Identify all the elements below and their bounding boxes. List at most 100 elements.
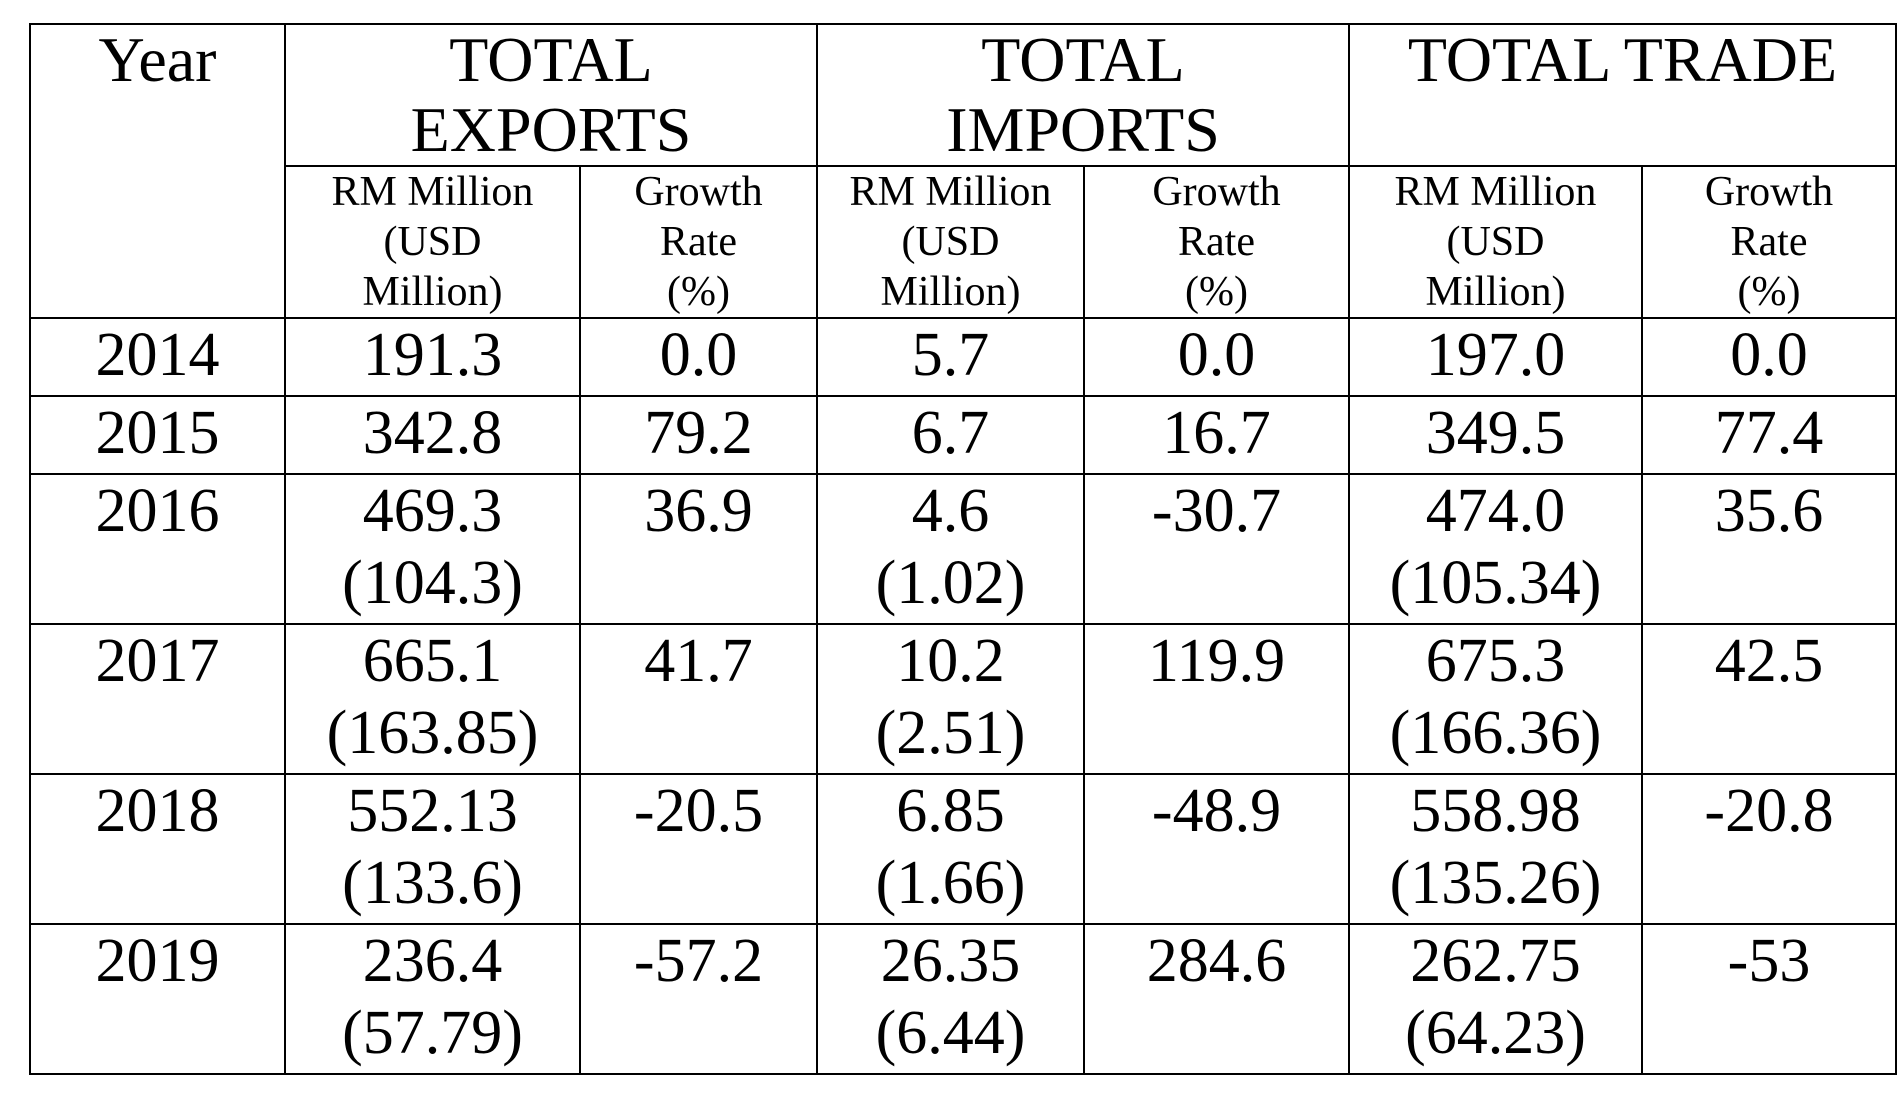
exports-value-cell: 236.4 (57.79) [284, 923, 581, 1075]
trade-value-cell: 675.3 (166.36) [1348, 623, 1643, 775]
usd-value: (1.66) [875, 849, 1026, 917]
trade-growth-cell: -53 [1641, 923, 1897, 1075]
rm-value: 675.3 [1425, 627, 1566, 695]
rm-value: 6.85 [896, 777, 1005, 845]
subheader-line: Rate [1178, 219, 1255, 265]
usd-value: (64.23) [1405, 999, 1586, 1067]
rm-value: 665.1 [362, 627, 503, 695]
exports-group-header: TOTAL EXPORTS [284, 23, 818, 167]
rm-value: 469.3 [362, 477, 503, 545]
trade-value-subheader: RM Million (USD Million) [1348, 165, 1643, 319]
trade-value-cell: 558.98 (135.26) [1348, 773, 1643, 925]
year-cell: 2014 [29, 317, 286, 397]
subheader-line: (%) [1737, 269, 1801, 315]
trade-value-cell: 474.0 (105.34) [1348, 473, 1643, 625]
rm-value: 236.4 [362, 927, 503, 995]
exports-header-line-1: TOTAL [449, 24, 653, 95]
year-cell: 2017 [29, 623, 286, 775]
exports-growth-cell: 0.0 [579, 317, 818, 397]
rm-value: 342.8 [362, 399, 503, 467]
usd-value: (1.02) [875, 549, 1026, 617]
imports-growth-cell: -48.9 [1083, 773, 1350, 925]
subheader-line: (%) [667, 269, 730, 315]
subheader-line: (USD [901, 219, 1000, 265]
exports-growth-cell: 36.9 [579, 473, 818, 625]
trade-table: Year TOTAL EXPORTS TOTAL IMPORTS TOTAL T… [29, 23, 1897, 1075]
subheader-row: RM Million (USD Million) Growth Rate (%)… [30, 165, 1897, 319]
exports-growth-cell: 41.7 [579, 623, 818, 775]
imports-growth-cell: 119.9 [1083, 623, 1350, 775]
rm-value: 262.75 [1410, 927, 1581, 995]
trade-growth-subheader: Growth Rate (%) [1641, 165, 1897, 319]
rm-value: 4.6 [911, 477, 990, 545]
exports-growth-cell: 79.2 [579, 395, 818, 475]
exports-value-cell: 191.3 [284, 317, 581, 397]
imports-value-cell: 4.6 (1.02) [816, 473, 1085, 625]
exports-value-cell: 552.13 (133.6) [284, 773, 581, 925]
table-row: 2014 191.3 0.0 5.7 0.0 197.0 0.0 [29, 317, 1897, 397]
table-row: 2017 665.1 (163.85) 41.7 10.2 (2.51) 119… [29, 623, 1897, 775]
exports-value-cell: 469.3 (104.3) [284, 473, 581, 625]
trade-growth-cell: -20.8 [1641, 773, 1897, 925]
subheader-line: Million) [880, 269, 1021, 315]
usd-value: (2.51) [875, 699, 1026, 767]
imports-value-cell: 10.2 (2.51) [816, 623, 1085, 775]
subheader-line: Growth [634, 169, 763, 215]
exports-value-cell: 665.1 (163.85) [284, 623, 581, 775]
trade-growth-cell: 0.0 [1641, 317, 1897, 397]
rm-value: 5.7 [911, 321, 990, 389]
usd-value: (105.34) [1389, 549, 1602, 617]
exports-value-cell: 342.8 [284, 395, 581, 475]
year-cell: 2015 [29, 395, 286, 475]
subheader-line: (%) [1185, 269, 1248, 315]
rm-value: 474.0 [1425, 477, 1566, 545]
trade-group-header: TOTAL TRADE [1348, 23, 1897, 167]
usd-value: (104.3) [342, 549, 523, 617]
subheader-line: Growth [1704, 169, 1834, 215]
subheader-line: (USD [1446, 219, 1545, 265]
rm-value: 552.13 [347, 777, 518, 845]
trade-growth-cell: 42.5 [1641, 623, 1897, 775]
trade-header-line-1: TOTAL TRADE [1407, 24, 1838, 95]
trade-growth-cell: 35.6 [1641, 473, 1897, 625]
imports-growth-cell: 0.0 [1083, 317, 1350, 397]
subheader-line: RM Million [331, 169, 534, 215]
imports-growth-subheader: Growth Rate (%) [1083, 165, 1350, 319]
exports-value-subheader: RM Million (USD Million) [284, 165, 581, 319]
usd-value: (135.26) [1389, 849, 1602, 917]
trade-value-cell: 349.5 [1348, 395, 1643, 475]
imports-header-line-1: TOTAL [981, 24, 1185, 95]
imports-growth-cell: -30.7 [1083, 473, 1350, 625]
subheader-line: Rate [1730, 219, 1808, 265]
trade-growth-cell: 77.4 [1641, 395, 1897, 475]
usd-value: (163.85) [326, 699, 539, 767]
rm-value: 191.3 [362, 321, 503, 389]
subheader-line: RM Million [849, 169, 1052, 215]
rm-value: 349.5 [1425, 399, 1566, 467]
imports-value-subheader: RM Million (USD Million) [816, 165, 1085, 319]
table-row: 2015 342.8 79.2 6.7 16.7 349.5 77.4 [29, 395, 1897, 475]
trade-value-cell: 262.75 (64.23) [1348, 923, 1643, 1075]
usd-value: (166.36) [1389, 699, 1602, 767]
table-row: 2019 236.4 (57.79) -57.2 26.35 (6.44) 28… [29, 923, 1897, 1075]
rm-value: 197.0 [1425, 321, 1566, 389]
exports-growth-subheader: Growth Rate (%) [579, 165, 818, 319]
usd-value: (6.44) [875, 999, 1026, 1067]
imports-header-line-2: IMPORTS [946, 94, 1220, 165]
imports-value-cell: 6.7 [816, 395, 1085, 475]
subheader-line: Growth [1152, 169, 1281, 215]
rm-value: 558.98 [1410, 777, 1581, 845]
year-cell: 2018 [29, 773, 286, 925]
rm-value: 26.35 [880, 927, 1021, 995]
subheader-line: (USD [383, 219, 482, 265]
imports-value-cell: 26.35 (6.44) [816, 923, 1085, 1075]
subheader-line: Rate [660, 219, 737, 265]
imports-value-cell: 5.7 [816, 317, 1085, 397]
year-cell: 2016 [29, 473, 286, 625]
exports-growth-cell: -57.2 [579, 923, 818, 1075]
table-row: 2018 552.13 (133.6) -20.5 6.85 (1.66) -4… [29, 773, 1897, 925]
year-cell: 2019 [29, 923, 286, 1075]
imports-group-header: TOTAL IMPORTS [816, 23, 1350, 167]
subheader-line: Million) [362, 269, 503, 315]
imports-growth-cell: 284.6 [1083, 923, 1350, 1075]
